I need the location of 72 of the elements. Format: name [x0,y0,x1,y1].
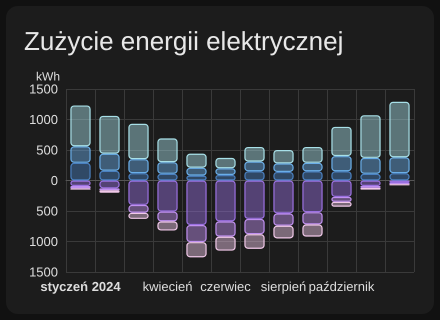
x-tick-label: sierpień [260,279,306,294]
bar [186,168,207,176]
bar [128,212,149,219]
bar [273,163,294,172]
bar [302,162,323,172]
bar [128,124,149,160]
bar [360,115,381,158]
bar [273,226,294,238]
chart-title: Zużycie energii elektrycznej [24,26,344,57]
bar [215,158,236,168]
y-tick-label: 1500 [29,264,58,280]
bar [215,236,236,251]
bar [157,138,178,162]
bar [128,180,149,205]
bar [186,154,207,168]
x-tick-label: czerwiec [200,279,252,294]
bar [331,202,352,207]
bar [215,180,236,222]
bar [302,171,323,180]
bar [99,116,120,154]
y-tick-label: 1500 [29,82,58,96]
y-tick-label: 500 [36,142,58,158]
bar [99,180,120,188]
bar [273,180,294,214]
bar [302,180,323,212]
bar [389,102,410,158]
bar [273,150,294,164]
bar [215,175,236,180]
bar [244,162,265,172]
bar [186,176,207,180]
bar [360,180,381,186]
bar [244,218,265,234]
bar [331,171,352,180]
bar [360,158,381,174]
bar [331,156,352,172]
bar [331,196,352,202]
x-tick-label: styczeń 2024 [40,279,122,294]
bar [273,213,294,226]
bar [302,212,323,224]
bar [186,242,207,258]
bar [70,180,91,186]
bar [128,159,149,174]
y-tick-label: 1000 [29,234,58,249]
bar [302,146,323,163]
bar [99,170,120,180]
bar [273,172,294,180]
bar [70,146,91,163]
bar [157,162,178,174]
bar [70,162,91,180]
bar [215,221,236,237]
bar [186,225,207,242]
bar [128,204,149,213]
bar [244,234,265,249]
bar [389,157,410,174]
y-tick-label: 500 [36,204,58,218]
x-tick-label: kwiecień [142,279,192,294]
bar [157,212,178,222]
bar [331,126,352,156]
x-tick-label: październik [308,279,375,294]
y-tick-label: 0 [50,173,58,188]
bar [244,180,265,219]
bar [99,154,120,171]
bar [244,146,265,162]
bar [331,180,352,197]
bar [157,221,178,231]
y-axis-title: kWh [36,70,60,84]
bar [186,180,207,226]
y-tick-label: 1000 [29,112,58,127]
bar [157,180,178,212]
bar [302,224,323,237]
bar [70,105,91,146]
bar [244,171,265,180]
